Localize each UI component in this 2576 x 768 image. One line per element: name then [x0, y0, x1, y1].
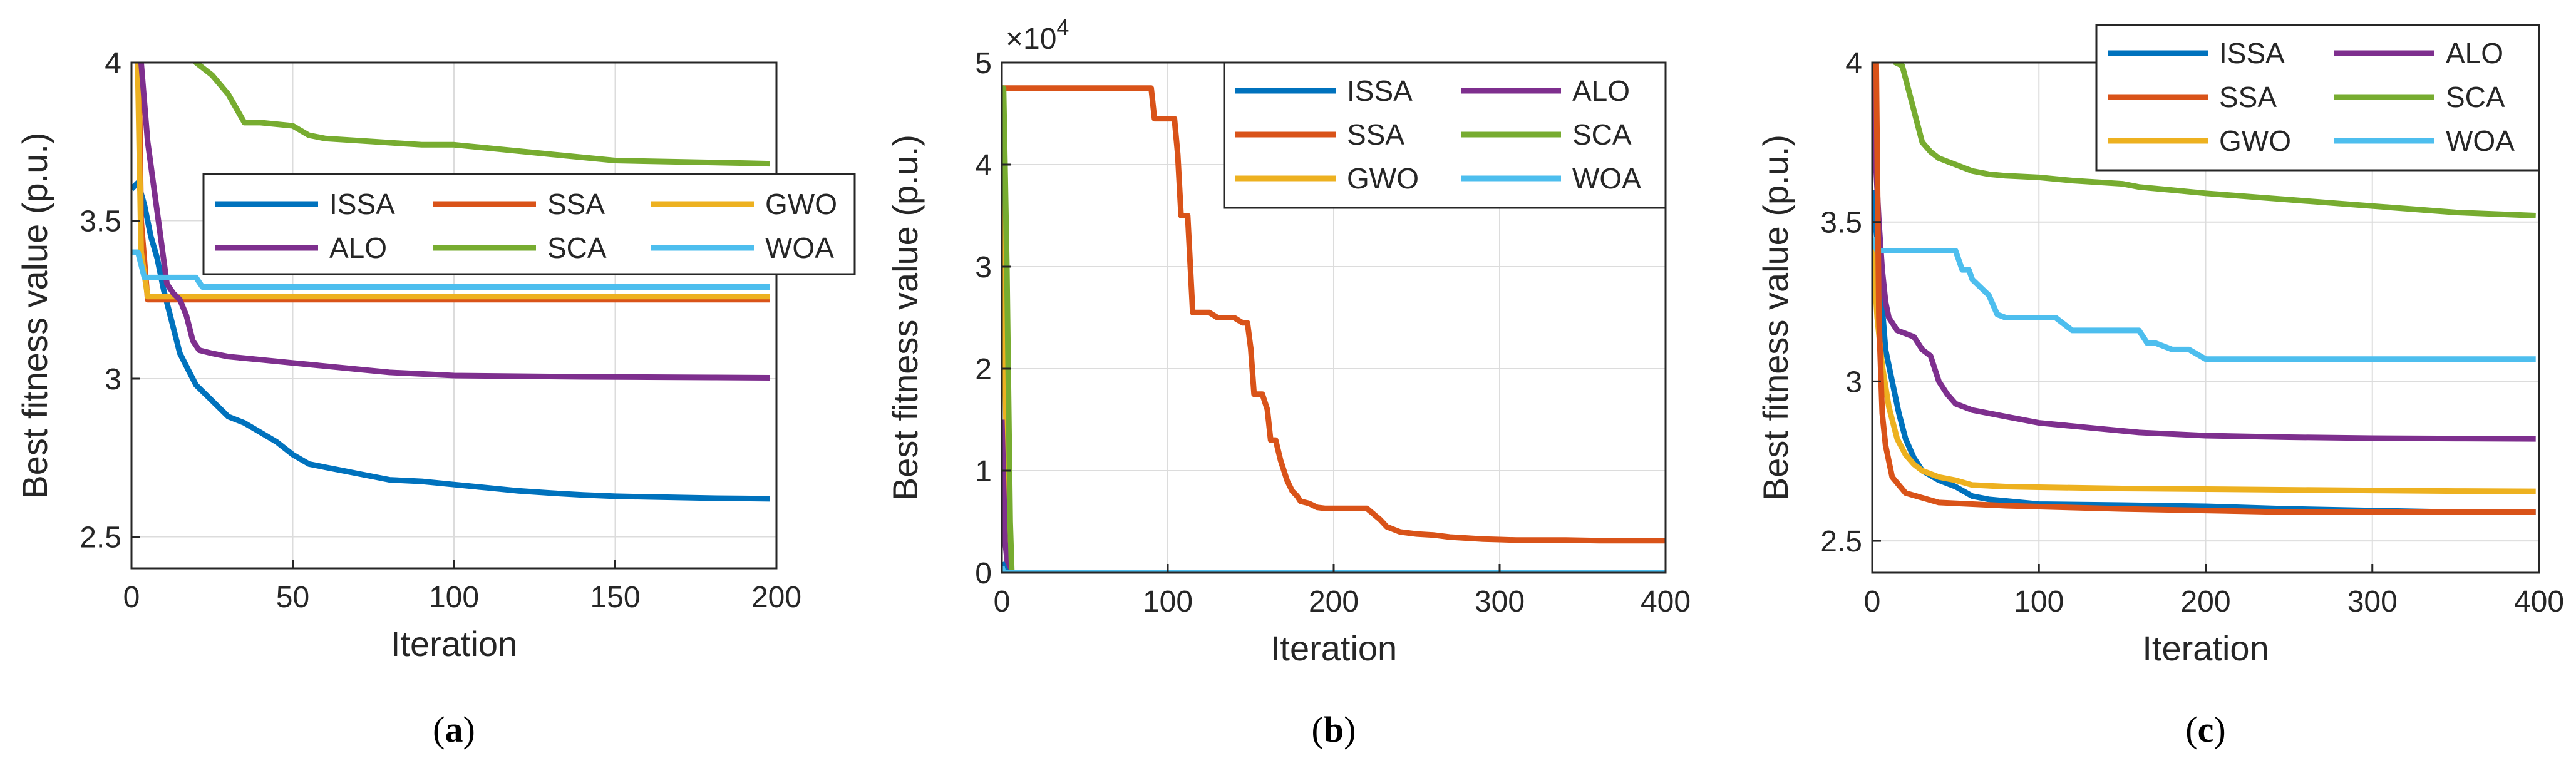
y-axis-label-a: Best fitness value (p.u.) [15, 132, 54, 498]
y-axis-label-b: Best fitness value (p.u.) [885, 135, 925, 501]
x-tick-label: 100 [429, 581, 479, 614]
legend-label-woa: WOA [765, 232, 834, 264]
x-tick-label: 100 [2014, 585, 2064, 618]
y-tick-label: 3 [105, 363, 121, 396]
legend-label-ssa: SSA [1347, 118, 1404, 151]
x-tick-label: 200 [1309, 585, 1359, 618]
x-axis-label-a: Iteration [391, 624, 517, 663]
x-axis-label-b: Iteration [1270, 628, 1397, 668]
legend-b: ISSA ALO SSA SCA GWO WOA [1223, 61, 1667, 209]
caption-letter-a: a [445, 709, 463, 750]
legend-label-issa: ISSA [1347, 74, 1413, 107]
legend-box [202, 173, 856, 275]
exponent-base: ×10 [1006, 23, 1056, 56]
caption-letter-c: c [2198, 709, 2214, 750]
legend-a: ISSA SSA GWO ALO SCA WOA [202, 173, 856, 275]
legend-label-issa: ISSA [329, 188, 395, 220]
y-tick-label: 3 [975, 251, 992, 284]
y-tick-label: 5 [975, 47, 992, 80]
legend-label-woa: WOA [2446, 125, 2515, 157]
caption-a: (a) [433, 709, 475, 750]
x-tick-label: 200 [751, 581, 801, 614]
series-line-ssa [1002, 85, 1666, 544]
series-line-issa [1872, 190, 2536, 515]
chart-panel-a: 0 50 100 150 200 2.5 3 3.5 4 Iteration Best fitn… [15, 47, 856, 750]
legend-label-alo: ALO [1572, 74, 1630, 107]
y-tick-label: 4 [1845, 47, 1862, 80]
x-axis-label-c: Iteration [2142, 628, 2269, 668]
legend-label-sca: SCA [2446, 81, 2505, 113]
legend-label-ssa: SSA [2219, 81, 2277, 113]
series-line-sca [1892, 63, 2536, 218]
series-lines-a [131, 63, 770, 502]
x-tick-label: 150 [590, 581, 640, 614]
y-tick-label: 2 [975, 353, 992, 386]
x-tick-label: 50 [276, 581, 309, 614]
series-line-sca [1002, 85, 1666, 573]
y-tick-label: 0 [975, 557, 992, 590]
caption-b: (b) [1312, 709, 1356, 750]
x-tick-label: 0 [123, 581, 140, 614]
series-line-woa [1872, 237, 2536, 362]
x-tick-label: 400 [1641, 585, 1691, 618]
legend-label-issa: ISSA [2219, 37, 2285, 69]
x-tick-label: 300 [1475, 585, 1525, 618]
y-tick-label: 4 [105, 47, 121, 80]
legend-label-alo: ALO [2446, 37, 2503, 69]
legend-label-sca: SCA [1572, 118, 1632, 151]
grid-a [131, 62, 777, 568]
series-line-sca [193, 63, 770, 167]
legend-label-sca: SCA [547, 232, 607, 264]
legend-c: ISSA ALO SSA SCA GWO WOA [2095, 24, 2540, 172]
series-line-alo [138, 63, 770, 381]
caption-c: (c) [2185, 709, 2225, 750]
legend-label-alo: ALO [329, 232, 387, 264]
legend-label-woa: WOA [1572, 162, 1641, 195]
y-tick-label: 3.5 [1820, 207, 1862, 240]
legend-label-gwo: GWO [765, 188, 837, 220]
y-tick-label: 2.5 [80, 521, 121, 555]
x-tick-label: 200 [2180, 585, 2230, 618]
series-line-ssa [1873, 63, 2536, 515]
y-tick-label: 3 [1845, 366, 1862, 399]
x-tick-label: 0 [1864, 585, 1881, 618]
series-line-issa [131, 180, 770, 502]
y-tick-label: 1 [975, 455, 992, 488]
chart-panel-c: 0 100 200 300 400 2.5 3 3.5 4 Iteration Best fit… [1756, 24, 2564, 750]
ticks-b: 0 100 200 300 400 0 1 2 3 4 5 [975, 47, 1691, 618]
series-line-gwo [135, 63, 770, 300]
y-tick-label: 4 [975, 149, 992, 182]
series-line-issa [1002, 561, 1666, 573]
x-tick-label: 100 [1143, 585, 1193, 618]
y-tick-label: 2.5 [1820, 525, 1862, 558]
x-tick-label: 0 [994, 585, 1011, 618]
series-line-alo [1872, 63, 2536, 442]
y-axis-label-c: Best fitness value (p.u.) [1756, 135, 1795, 501]
ticks-c: 0 100 200 300 400 2.5 3 3.5 4 [1820, 47, 2564, 618]
y-tick-label: 3.5 [80, 205, 121, 238]
legend-label-ssa: SSA [547, 188, 605, 220]
caption-letter-b: b [1324, 709, 1344, 750]
x-tick-label: 400 [2514, 585, 2564, 618]
series-lines-c [1872, 63, 2536, 515]
legend-label-gwo: GWO [1347, 162, 1419, 195]
ticks-a: 0 50 100 150 200 2.5 3 3.5 4 [80, 47, 801, 614]
x-tick-label: 300 [2347, 585, 2398, 618]
exponent-power: 4 [1056, 14, 1069, 40]
y-exponent-b: ×104 [1006, 14, 1069, 56]
legend-label-gwo: GWO [2219, 125, 2291, 157]
series-line-gwo [1872, 237, 2536, 494]
series-line-alo [1002, 419, 1666, 573]
series-line-woa [131, 249, 770, 290]
